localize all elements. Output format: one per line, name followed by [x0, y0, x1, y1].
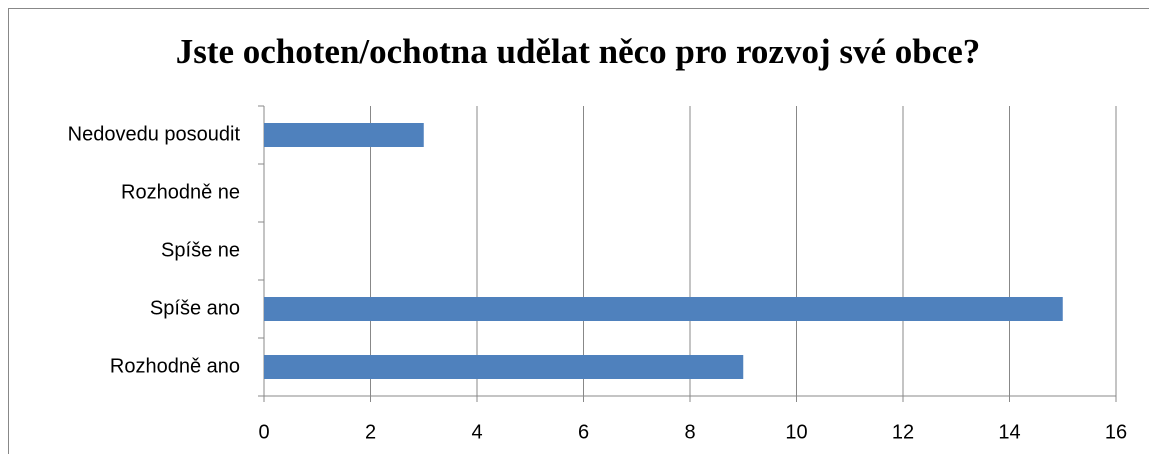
chart-border: [8, 8, 1149, 454]
x-tick-label: 12: [892, 421, 914, 443]
x-tick-label: 14: [998, 421, 1020, 443]
x-tick-label: 6: [578, 421, 589, 443]
x-tick-label: 0: [258, 421, 269, 443]
x-tick-label: 8: [684, 421, 695, 443]
x-tick-label: 4: [471, 421, 482, 443]
y-tick-label: Rozhodně ano: [110, 355, 240, 377]
x-tick-label: 16: [1105, 421, 1127, 443]
bar: [264, 297, 1063, 321]
y-tick-label: Spíše ne: [161, 239, 240, 261]
chart-title: Jste ochoten/ochotna udělat něco pro roz…: [176, 32, 981, 71]
y-tick-label: Nedovedu posoudit: [68, 123, 241, 145]
x-tick-label: 2: [365, 421, 376, 443]
y-tick-label: Spíše ano: [150, 297, 240, 319]
bar: [264, 355, 744, 379]
bar: [264, 123, 424, 147]
y-tick-label: Rozhodně ne: [121, 181, 240, 203]
x-tick-label: 10: [785, 421, 807, 443]
